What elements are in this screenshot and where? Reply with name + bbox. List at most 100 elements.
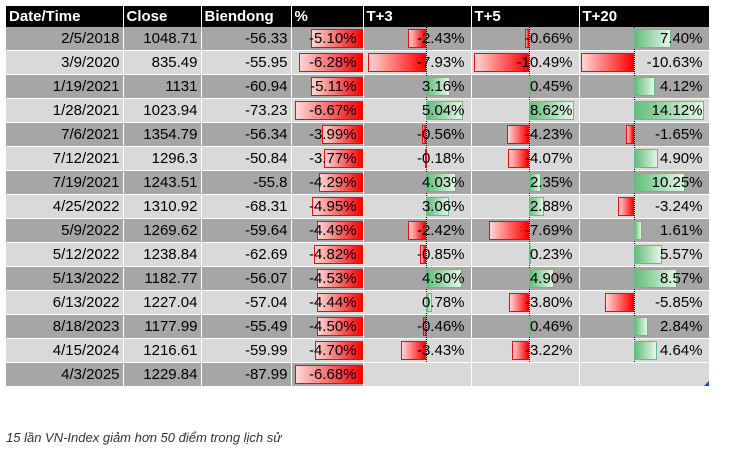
- cell-t20-value: 4.12%: [659, 78, 703, 95]
- cell-t20-value: 1.61%: [659, 222, 703, 239]
- cell-t20-value: 4.90%: [659, 150, 703, 167]
- cell-pct-bar: [319, 173, 363, 192]
- vnindex-drop-table: Date/Time Close Biendong % T+3 T+5 T+20 …: [6, 6, 710, 387]
- cell-t5: -3.22%: [471, 338, 580, 363]
- cell-date: 6/13/2022: [6, 290, 124, 315]
- cell-t3-axis: [426, 123, 428, 146]
- cell-t5: -7.69%: [471, 218, 580, 243]
- cell-t20-bar: [634, 245, 662, 264]
- cell-t5-bar: [525, 29, 529, 48]
- cell-biendong: -56.33: [201, 27, 292, 51]
- cell-close: 1229.84: [123, 362, 202, 387]
- cell-t5-bar: [528, 317, 532, 336]
- cell-biendong: -59.99: [201, 338, 292, 363]
- cell-t5-bar: [474, 53, 529, 72]
- cell-t20-bar: [605, 293, 635, 312]
- cell-t20-bar: [634, 29, 671, 48]
- cell-biendong: -55.8: [201, 170, 292, 195]
- cell-biendong: -60.94: [201, 74, 292, 99]
- cell-date: 4/25/2022: [6, 194, 124, 219]
- cell-t3-axis: [426, 27, 428, 50]
- cell-t3-value: -0.56%: [416, 126, 465, 143]
- cell-t20-value: -3.24%: [654, 198, 703, 215]
- table-row: 2/5/2018 1048.71 -56.33 -5.10% -2.43% -0.66% 7…: [6, 27, 710, 51]
- cell-t20: [579, 362, 710, 387]
- cell-t3: 5.04%: [363, 98, 472, 123]
- cell-t20-bar: [581, 53, 635, 72]
- cell-biendong: -59.64: [201, 218, 292, 243]
- cell-pct: -4.95%: [291, 194, 364, 219]
- caption: 15 lần VN-Index giảm hơn 50 điểm trong l…: [6, 430, 282, 445]
- table-row: 5/13/2022 1182.77 -56.07 -4.53% 4.90% 4.90% 8.…: [6, 266, 710, 291]
- cell-t20: -1.65%: [579, 122, 710, 147]
- cell-close: 1310.92: [123, 194, 202, 219]
- table-row: 5/9/2022 1269.62 -59.64 -4.49% -2.42% -7.69% 1…: [6, 218, 710, 243]
- table-row: 4/25/2022 1310.92 -68.31 -4.95% 3.06% 2.88% -3…: [6, 194, 710, 219]
- cell-pct-bar: [294, 101, 363, 120]
- cell-pct: -4.44%: [291, 290, 364, 315]
- cell-pct-value: -4.82%: [308, 246, 357, 263]
- cell-pct-bar: [310, 29, 363, 48]
- cell-t20: -10.63%: [579, 50, 710, 75]
- cell-pct-bar: [310, 77, 363, 96]
- cell-pct-value: -6.28%: [308, 54, 357, 71]
- cell-t5: -4.07%: [471, 146, 580, 171]
- cell-t3-bar: [408, 221, 427, 240]
- cell-close: 1296.3: [123, 146, 202, 171]
- cell-t20-value: 8.57%: [659, 270, 703, 287]
- cell-t3: [363, 362, 472, 387]
- cell-date: 2/5/2018: [6, 27, 124, 51]
- cell-t5-axis: [528, 339, 530, 362]
- cell-t3-value: 0.78%: [421, 294, 465, 311]
- cell-t3-value: 4.03%: [421, 174, 465, 191]
- cell-pct-bar: [313, 245, 363, 264]
- cell-t5-bar: [528, 77, 532, 96]
- cell-biendong: -73.23: [201, 98, 292, 123]
- table-row: 6/13/2022 1227.04 -57.04 -4.44% 0.78% -3.80% -…: [6, 290, 710, 315]
- cell-t5-bar: [528, 197, 544, 216]
- cell-pct: -5.10%: [291, 27, 364, 51]
- cell-t3: -2.43%: [363, 27, 472, 51]
- cell-biendong: -56.07: [201, 266, 292, 291]
- table-row: 5/12/2022 1238.84 -62.69 -4.82% -0.85% 0.23% 5…: [6, 242, 710, 267]
- cell-t5-value: 4.90%: [529, 270, 573, 287]
- cell-close: 1227.04: [123, 290, 202, 315]
- cell-pct: -6.67%: [291, 98, 364, 123]
- cell-pct: -3.77%: [291, 146, 364, 171]
- cell-date: 1/28/2021: [6, 98, 124, 123]
- cell-pct: -4.50%: [291, 314, 364, 339]
- cell-t20-bar: [634, 173, 685, 192]
- cell-t5-axis: [528, 27, 530, 50]
- cell-t5-bar: [507, 149, 529, 168]
- cell-biendong: -50.84: [201, 146, 292, 171]
- cell-pct-value: -6.67%: [308, 102, 357, 119]
- cell-date: 5/12/2022: [6, 242, 124, 267]
- cell-date: 8/18/2023: [6, 314, 124, 339]
- cell-pct-value: -4.50%: [308, 318, 357, 335]
- table-row: 1/19/2021 1131 -60.94 -5.11% 3.16% 0.45% 4.12%: [6, 74, 710, 99]
- cell-pct: -4.29%: [291, 170, 364, 195]
- cell-t20-axis: [634, 291, 636, 314]
- cell-t3-axis: [426, 51, 428, 74]
- cell-t20: 4.64%: [579, 338, 710, 363]
- cell-date: 7/6/2021: [6, 122, 124, 147]
- cell-pct-bar: [312, 197, 363, 216]
- cell-t3-value: -3.43%: [416, 342, 465, 359]
- cell-t3: 0.78%: [363, 290, 472, 315]
- cell-t5: 2.35%: [471, 170, 580, 195]
- cell-t3-bar: [424, 149, 427, 168]
- cell-t5-value: 2.35%: [529, 174, 573, 191]
- cell-t20-axis: [634, 195, 636, 218]
- cell-pct: -6.68%: [291, 362, 364, 387]
- cell-close: 1023.94: [123, 98, 202, 123]
- cell-pct-value: -3.99%: [308, 126, 357, 143]
- cell-t3-bar: [426, 173, 456, 192]
- cell-t3-value: -2.43%: [416, 30, 465, 47]
- cell-t5-bar: [512, 341, 529, 360]
- cell-t5-axis: [528, 147, 530, 170]
- cell-t5: -3.80%: [471, 290, 580, 315]
- cell-t5-bar: [528, 245, 531, 264]
- cell-t20-axis: [634, 51, 636, 74]
- cell-pct: -4.53%: [291, 266, 364, 291]
- cell-t5: -4.23%: [471, 122, 580, 147]
